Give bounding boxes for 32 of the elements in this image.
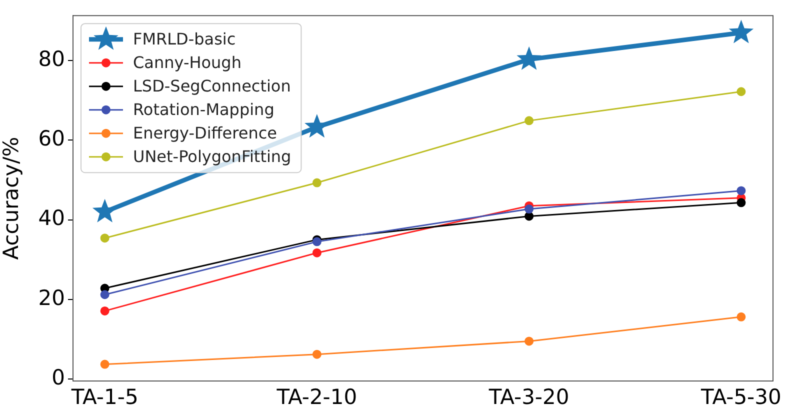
point <box>100 306 110 316</box>
y-tick-label: 40 <box>38 206 65 230</box>
legend-label: UNet-PolygonFitting <box>133 147 292 166</box>
point <box>312 248 322 258</box>
x-tick-label: TA-5-30 <box>700 385 782 408</box>
point <box>524 116 534 126</box>
x-tick-label: TA-1-5 <box>70 385 138 408</box>
point <box>736 186 746 196</box>
point <box>524 204 534 214</box>
legend-label: FMRLD-basic <box>133 30 236 49</box>
point <box>516 46 542 70</box>
point <box>736 87 746 96</box>
y-tick-label: 20 <box>38 286 65 310</box>
legend-label: Rotation-Mapping <box>133 100 274 120</box>
point <box>524 336 534 346</box>
x-tick-label: TA-3-20 <box>488 385 570 408</box>
point <box>728 20 754 44</box>
point <box>100 290 110 300</box>
y-tick-label: 0 <box>52 365 65 390</box>
point <box>100 234 110 243</box>
y-axis-title: Accuracy/% <box>0 136 24 260</box>
point <box>312 350 322 359</box>
point <box>736 312 746 322</box>
point <box>100 360 110 369</box>
x-tick-label: TA-2-10 <box>276 385 358 408</box>
legend-label: LSD-SegConnection <box>133 76 291 96</box>
legend-label: Energy-Difference <box>133 124 277 143</box>
legend-label: Canny-Hough <box>133 53 242 72</box>
point <box>736 198 746 208</box>
y-tick-label: 80 <box>38 47 65 72</box>
y-tick-label: 60 <box>38 126 65 151</box>
point <box>312 178 322 188</box>
